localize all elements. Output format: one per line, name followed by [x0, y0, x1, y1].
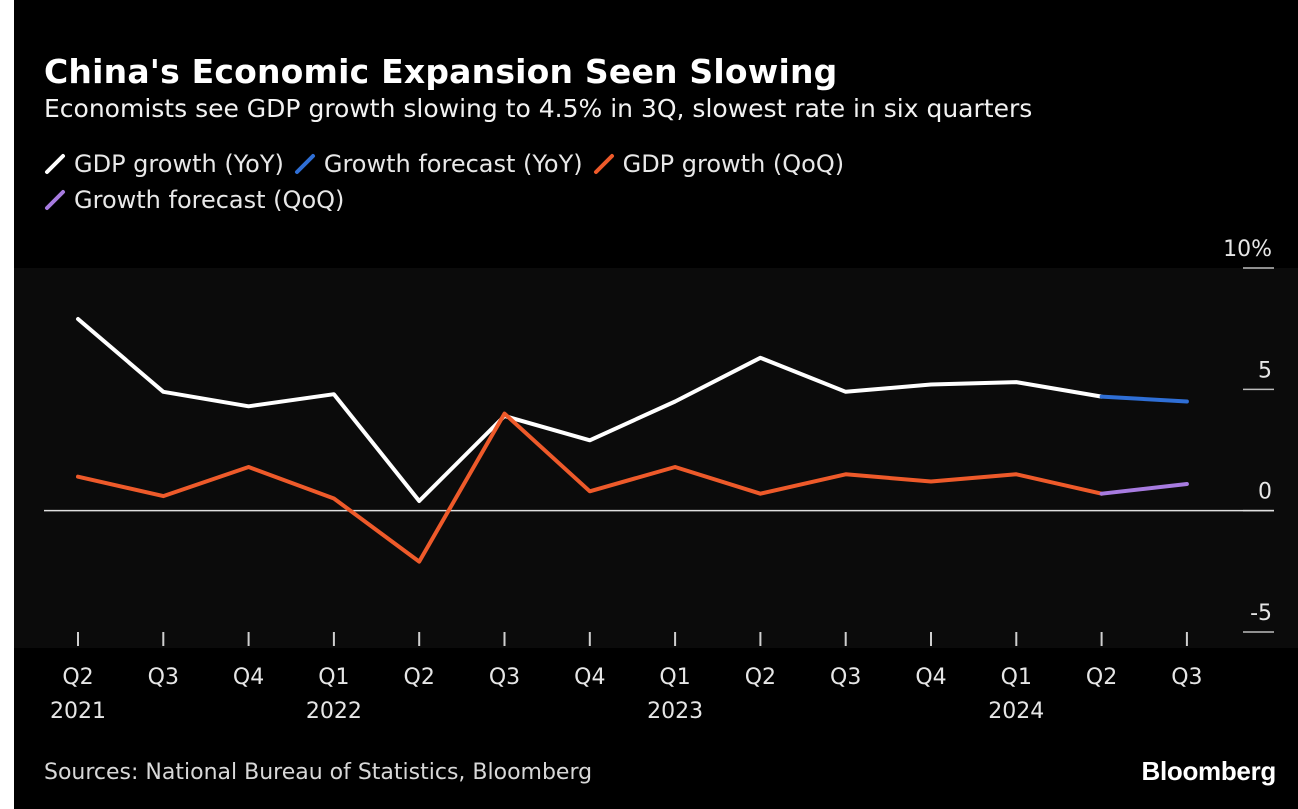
x-tick-label-quarter: Q3: [1171, 665, 1202, 690]
legend-swatch-line: [593, 154, 614, 174]
x-tick-label-year: 2021: [50, 699, 106, 724]
chart-title: China's Economic Expansion Seen Slowing: [44, 52, 838, 91]
x-tick-label-quarter: Q2: [745, 665, 776, 690]
legend-item-forecast-yoy: Growth forecast (YoY): [294, 150, 583, 178]
legend-item-gdp-yoy: GDP growth (YoY): [44, 150, 284, 178]
y-tick-label: 5: [1258, 358, 1272, 383]
x-tick-label-quarter: Q3: [148, 665, 179, 690]
x-tick-label-quarter: Q2: [404, 665, 435, 690]
legend-label: GDP growth (QoQ): [622, 150, 845, 178]
x-tick-label-quarter: Q4: [233, 665, 264, 690]
legend-item-gdp-qoq: GDP growth (QoQ): [593, 150, 845, 178]
x-tick-label-quarter: Q2: [62, 665, 93, 690]
y-tick-label: 0: [1258, 480, 1272, 505]
legend-swatch-line: [45, 190, 65, 210]
x-tick-label-year: 2022: [306, 699, 362, 724]
x-tick-label-quarter: Q3: [830, 665, 861, 690]
y-tick-label: 10%: [1223, 237, 1272, 262]
x-tick-label-quarter: Q1: [1001, 665, 1032, 690]
legend-label: Growth forecast (QoQ): [74, 186, 345, 214]
legend-label: Growth forecast (YoY): [323, 150, 583, 178]
x-tick-label-year: 2024: [988, 699, 1044, 724]
legend-swatch-gdp-qoq: [593, 154, 614, 174]
series-line-growth-forecast-yoy: [1099, 394, 1189, 404]
series-line-gdp-growth-qoq: [76, 411, 1104, 564]
bloomberg-logo: Bloomberg: [1141, 756, 1276, 786]
legend: GDP growth (YoY) Growth forecast (YoY) G…: [44, 146, 1144, 218]
plot-background: [14, 268, 1298, 648]
x-tick-label-quarter: Q1: [318, 665, 349, 690]
legend-swatch-forecast-yoy: [294, 154, 315, 174]
chart-subtitle: Economists see GDP growth slowing to 4.5…: [44, 94, 1033, 123]
x-tick-label-quarter: Q4: [574, 665, 605, 690]
legend-swatch-forecast-qoq: [45, 190, 65, 210]
series-line-growth-forecast-qoq: [1099, 482, 1189, 496]
x-tick-label-year: 2023: [647, 699, 703, 724]
legend-item-forecast-qoq: Growth forecast (QoQ): [44, 186, 344, 214]
y-tick-label: -5: [1250, 601, 1272, 626]
series-line-gdp-growth-yoy: [76, 317, 1104, 503]
legend-swatch-line: [294, 154, 315, 174]
x-tick-label-quarter: Q4: [915, 665, 946, 690]
legend-label: GDP growth (YoY): [74, 150, 284, 178]
x-tick-label-quarter: Q1: [659, 665, 690, 690]
left-margin: [0, 0, 14, 809]
source-note: Sources: National Bureau of Statistics, …: [44, 760, 593, 785]
x-tick-label-quarter: Q3: [489, 665, 520, 690]
x-tick-label-quarter: Q2: [1086, 665, 1117, 690]
legend-swatch-line: [45, 154, 65, 174]
legend-swatch-gdp-yoy: [45, 154, 65, 174]
